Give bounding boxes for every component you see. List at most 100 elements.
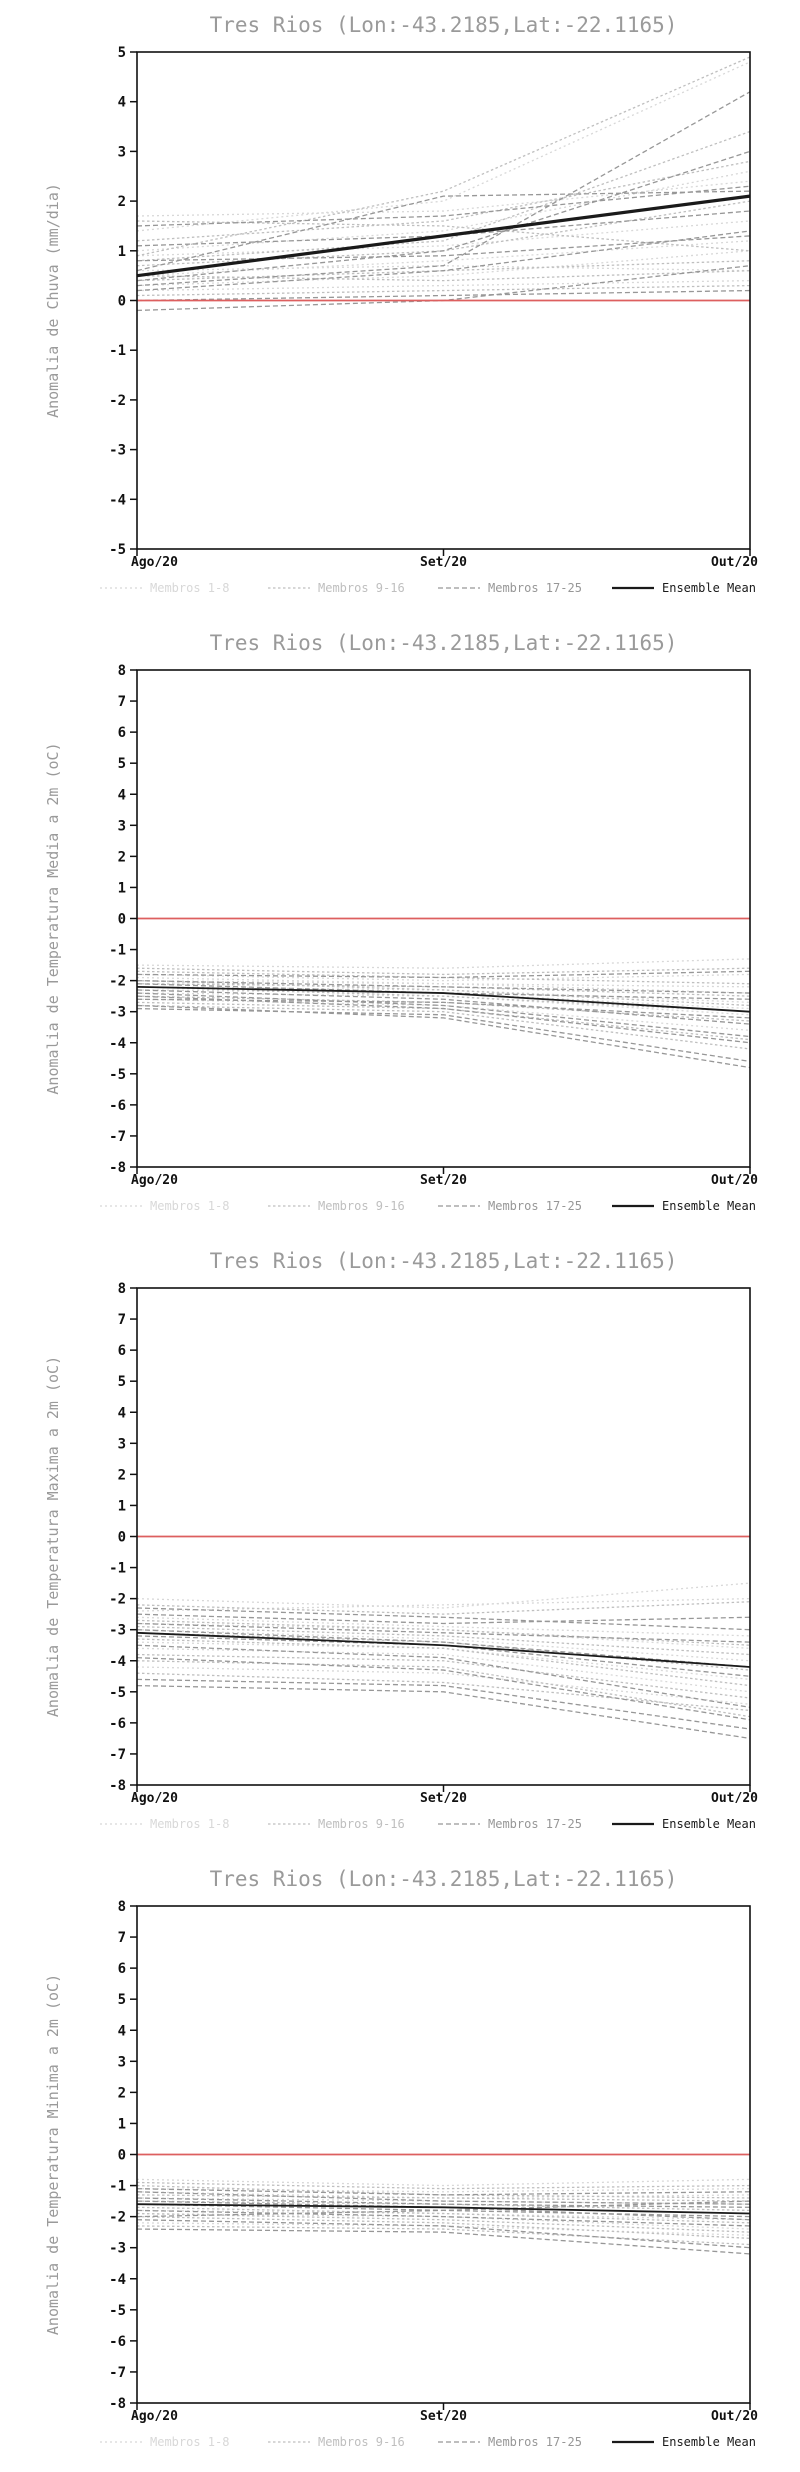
y-tick-label: -6 xyxy=(109,1716,126,1732)
ensemble-member-line xyxy=(136,130,751,262)
ensemble-mean-line xyxy=(136,2203,751,2215)
x-tick-label: Ago/20 xyxy=(131,2409,178,2424)
y-tick-label: -1 xyxy=(109,343,126,359)
y-axis-label: Anomalia de Chuva (mm/dia) xyxy=(44,183,62,418)
ensemble-member-line xyxy=(136,979,751,1007)
y-tick-label: 1 xyxy=(118,244,126,260)
y-tick-label: -7 xyxy=(109,2365,126,2381)
y-tick-label: -6 xyxy=(109,2334,126,2350)
x-tick-label: Set/20 xyxy=(420,555,467,570)
legend-label: Ensemble Mean xyxy=(662,1199,756,1213)
y-tick-label: -7 xyxy=(109,1747,126,1763)
y-tick-label: -5 xyxy=(109,2303,126,2319)
ensemble-member-line xyxy=(136,2219,751,2249)
y-tick-label: 1 xyxy=(118,880,126,896)
y-tick-label: -2 xyxy=(109,1592,126,1608)
x-tick-label: Out/20 xyxy=(711,2409,758,2424)
y-tick-label: -5 xyxy=(109,1067,126,1083)
legend-label: Membros 17-25 xyxy=(488,1199,582,1213)
ensemble-member-line xyxy=(136,2209,751,2227)
ensemble-member-line xyxy=(136,986,751,1013)
legend-label: Ensemble Mean xyxy=(662,1817,756,1831)
y-tick-label: 5 xyxy=(118,45,126,61)
ensemble-member-line xyxy=(136,1597,751,1612)
y-tick-label: -3 xyxy=(109,443,126,459)
ensemble-member-line xyxy=(136,180,751,217)
y-tick-label: -4 xyxy=(109,492,126,508)
y-tick-label: -8 xyxy=(109,1160,126,1176)
ensemble-member-line xyxy=(136,976,751,988)
y-tick-label: 8 xyxy=(118,663,126,679)
y-tick-label: 2 xyxy=(118,194,126,210)
y-tick-label: -3 xyxy=(109,2241,126,2257)
ensemble-member-line xyxy=(136,1678,751,1730)
y-tick-label: 6 xyxy=(118,1343,126,1359)
x-tick-label: Set/20 xyxy=(420,1173,467,1188)
ensemble-member-line xyxy=(136,2200,751,2218)
legend-label: Membros 9-16 xyxy=(318,1199,405,1213)
y-tick-label: -6 xyxy=(109,1098,126,1114)
chart-temp-minima-svg: Tres Rios (Lon:-43.2185,Lat:-22.1165) Ano… xyxy=(44,1867,758,2449)
ensemble-member-line xyxy=(136,2188,751,2196)
y-tick-label: 3 xyxy=(118,2054,126,2070)
chart-title: Tres Rios (Lon:-43.2185,Lat:-22.1165) xyxy=(210,1249,678,1273)
y-tick-label: 1 xyxy=(118,2116,126,2132)
ensemble-member-line xyxy=(136,1644,751,1708)
ensemble-member-line xyxy=(136,235,751,262)
chart-title: Tres Rios (Lon:-43.2185,Lat:-22.1165) xyxy=(210,13,678,37)
y-tick-label: -5 xyxy=(109,542,126,558)
ensemble-member-line xyxy=(136,1613,751,1625)
legend-label: Membros 17-25 xyxy=(488,581,582,595)
ensemble-member-line xyxy=(136,270,751,282)
ensemble-member-line xyxy=(136,2194,751,2202)
y-tick-label: 0 xyxy=(118,294,126,310)
y-tick-label: 3 xyxy=(118,818,126,834)
y-axis-label: Anomalia de Temperatura Maxima a 2m (oC) xyxy=(44,1356,62,1717)
x-tick-label: Out/20 xyxy=(711,1791,758,1806)
y-tick-label: -2 xyxy=(109,2210,126,2226)
ensemble-member-line xyxy=(136,1653,751,1699)
y-tick-label: 3 xyxy=(118,1436,126,1452)
legend-label: Ensemble Mean xyxy=(662,581,756,595)
legend-label: Membros 9-16 xyxy=(318,581,405,595)
ensemble-member-line xyxy=(136,1656,751,1721)
y-tick-label: 4 xyxy=(118,2023,126,2039)
ensemble-member-line xyxy=(136,1007,751,1063)
y-tick-label: -1 xyxy=(109,1561,126,1577)
ensemble-member-line xyxy=(136,1629,751,1668)
ensemble-member-line xyxy=(136,2191,751,2205)
ensemble-member-line xyxy=(136,240,751,277)
ensemble-member-line xyxy=(136,979,751,994)
ensemble-member-line xyxy=(136,1607,751,1631)
y-tick-label: 0 xyxy=(118,912,126,928)
x-tick-label: Out/20 xyxy=(711,1173,758,1188)
ensemble-member-line xyxy=(136,1684,751,1740)
y-tick-label: 0 xyxy=(118,1530,126,1546)
ensemble-member-line xyxy=(136,998,751,1019)
chart-title: Tres Rios (Lon:-43.2185,Lat:-22.1165) xyxy=(210,1867,678,1891)
ensemble-member-line xyxy=(136,973,751,982)
ensemble-member-line xyxy=(136,2225,751,2246)
y-tick-label: 2 xyxy=(118,1467,126,1483)
y-tick-label: 2 xyxy=(118,2085,126,2101)
y-axis-label: Anomalia de Temperatura Minima a 2m (oC) xyxy=(44,1974,62,2335)
x-tick-label: Out/20 xyxy=(711,555,758,570)
y-tick-label: -4 xyxy=(109,1654,126,1670)
ensemble-member-line xyxy=(136,2212,751,2233)
ensemble-member-line xyxy=(136,2188,751,2193)
x-tick-label: Set/20 xyxy=(420,1791,467,1806)
y-tick-label: -1 xyxy=(109,2179,126,2195)
x-tick-label: Ago/20 xyxy=(131,1173,178,1188)
ensemble-member-line xyxy=(136,185,751,227)
ensemble-member-line xyxy=(136,289,751,302)
y-tick-label: -2 xyxy=(109,974,126,990)
y-tick-label: -7 xyxy=(109,1129,126,1145)
ensemble-member-line xyxy=(136,190,751,272)
ensemble-member-line xyxy=(136,2178,751,2187)
y-tick-label: -4 xyxy=(109,1036,126,1052)
chart-panel-temp-minima: Tres Rios (Lon:-43.2185,Lat:-22.1165) Ano… xyxy=(0,1854,800,2472)
y-tick-label: 0 xyxy=(118,2148,126,2164)
y-tick-label: 8 xyxy=(118,1899,126,1915)
legend-label: Membros 1-8 xyxy=(150,2435,229,2449)
x-tick-label: Ago/20 xyxy=(131,1791,178,1806)
